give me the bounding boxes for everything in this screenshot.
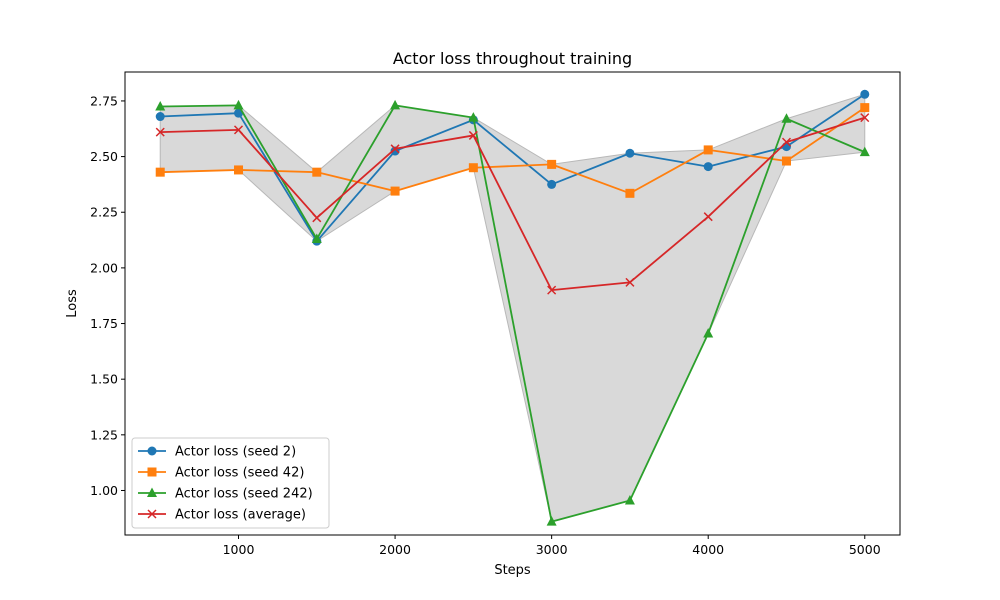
- legend-label-1: Actor loss (seed 42): [175, 466, 304, 481]
- legend-entry-3: Actor loss (average): [138, 508, 306, 523]
- data-point-3-9: [860, 113, 870, 123]
- y-axis: 1.00 1.25 1.50 1.75 2.00 2.25 2.50 2.75: [90, 93, 125, 498]
- series-line-2: [160, 104, 866, 523]
- data-point-2-0: [155, 101, 166, 111]
- x-tick-label-4: 5000: [849, 542, 881, 557]
- data-point-1-2: [312, 167, 322, 177]
- legend-entry-0: Actor loss (seed 2): [138, 445, 296, 460]
- data-point-3-5: [547, 285, 557, 295]
- data-point-2-5: [546, 516, 557, 526]
- y-tick-label-1: 1.25: [90, 427, 118, 442]
- data-point-3-7: [703, 212, 713, 222]
- series-2: [155, 99, 870, 526]
- chart-title: Actor loss throughout training: [393, 49, 632, 68]
- legend-marker-0: [147, 446, 157, 456]
- x-tick-label-2: 3000: [536, 542, 568, 557]
- data-point-1-3: [390, 186, 400, 196]
- data-point-0-0: [155, 112, 165, 122]
- data-point-2-4: [468, 112, 479, 122]
- data-point-1-5: [547, 159, 557, 169]
- legend-marker-3: [147, 509, 157, 519]
- y-tick-label-3: 1.75: [90, 316, 118, 331]
- x-tick-label-0: 1000: [223, 542, 255, 557]
- data-point-1-0: [155, 167, 165, 177]
- y-tick-label-0: 1.00: [90, 483, 118, 498]
- data-point-2-9: [859, 146, 870, 157]
- legend-marker-1: [147, 467, 157, 477]
- legend-label-3: Actor loss (average): [175, 508, 306, 523]
- legend: Actor loss (seed 2) Actor loss (seed 42) A…: [131, 437, 330, 529]
- legend-box: [131, 437, 330, 529]
- x-tick-label-3: 4000: [692, 542, 724, 557]
- data-point-3-0: [155, 127, 165, 137]
- data-point-2-8: [781, 113, 792, 123]
- data-point-2-6: [624, 494, 635, 505]
- data-point-0-9: [860, 89, 870, 99]
- data-point-3-1: [233, 125, 244, 135]
- data-point-2-3: [390, 99, 401, 110]
- x-axis-label: Steps: [494, 563, 531, 578]
- data-point-3-8: [781, 137, 792, 147]
- data-point-1-1: [234, 165, 244, 175]
- data-point-0-6: [625, 148, 635, 158]
- series-3: [155, 113, 870, 295]
- y-tick-label-5: 2.25: [90, 205, 118, 220]
- data-point-0-8: [781, 142, 791, 152]
- data-point-1-4: [468, 163, 478, 173]
- data-point-3-3: [390, 144, 400, 154]
- data-point-1-8: [781, 156, 791, 166]
- data-point-2-2: [311, 233, 322, 243]
- data-point-0-5: [547, 179, 557, 189]
- x-tick-label-1: 2000: [379, 542, 411, 557]
- y-tick-label-2: 1.50: [90, 372, 118, 387]
- series-line-0: [160, 93, 866, 243]
- data-point-0-7: [703, 162, 713, 172]
- data-point-3-2: [312, 213, 322, 223]
- y-tick-label-6: 2.50: [90, 149, 118, 164]
- legend-entry-1: Actor loss (seed 42): [138, 466, 304, 481]
- legend-marker-2: [147, 487, 157, 497]
- data-point-2-7: [703, 328, 714, 338]
- legend-entry-2: Actor loss (seed 242): [138, 487, 313, 502]
- data-point-1-6: [625, 188, 635, 198]
- y-tick-label-7: 2.75: [90, 93, 118, 108]
- data-point-1-9: [860, 103, 870, 113]
- plot-frame: [124, 71, 901, 536]
- data-point-1-7: [703, 145, 713, 155]
- series-line-3: [160, 116, 866, 292]
- legend-label-0: Actor loss (seed 2): [175, 445, 296, 460]
- y-tick-label-4: 2.00: [90, 260, 118, 275]
- data-point-3-4: [468, 130, 478, 140]
- y-axis-label: Loss: [65, 289, 80, 318]
- legend-label-2: Actor loss (seed 242): [175, 487, 313, 502]
- data-point-2-1: [233, 99, 244, 110]
- data-point-3-6: [625, 277, 635, 287]
- series-layer: [155, 89, 870, 526]
- x-axis: 1000 2000 3000 4000 5000: [223, 535, 881, 557]
